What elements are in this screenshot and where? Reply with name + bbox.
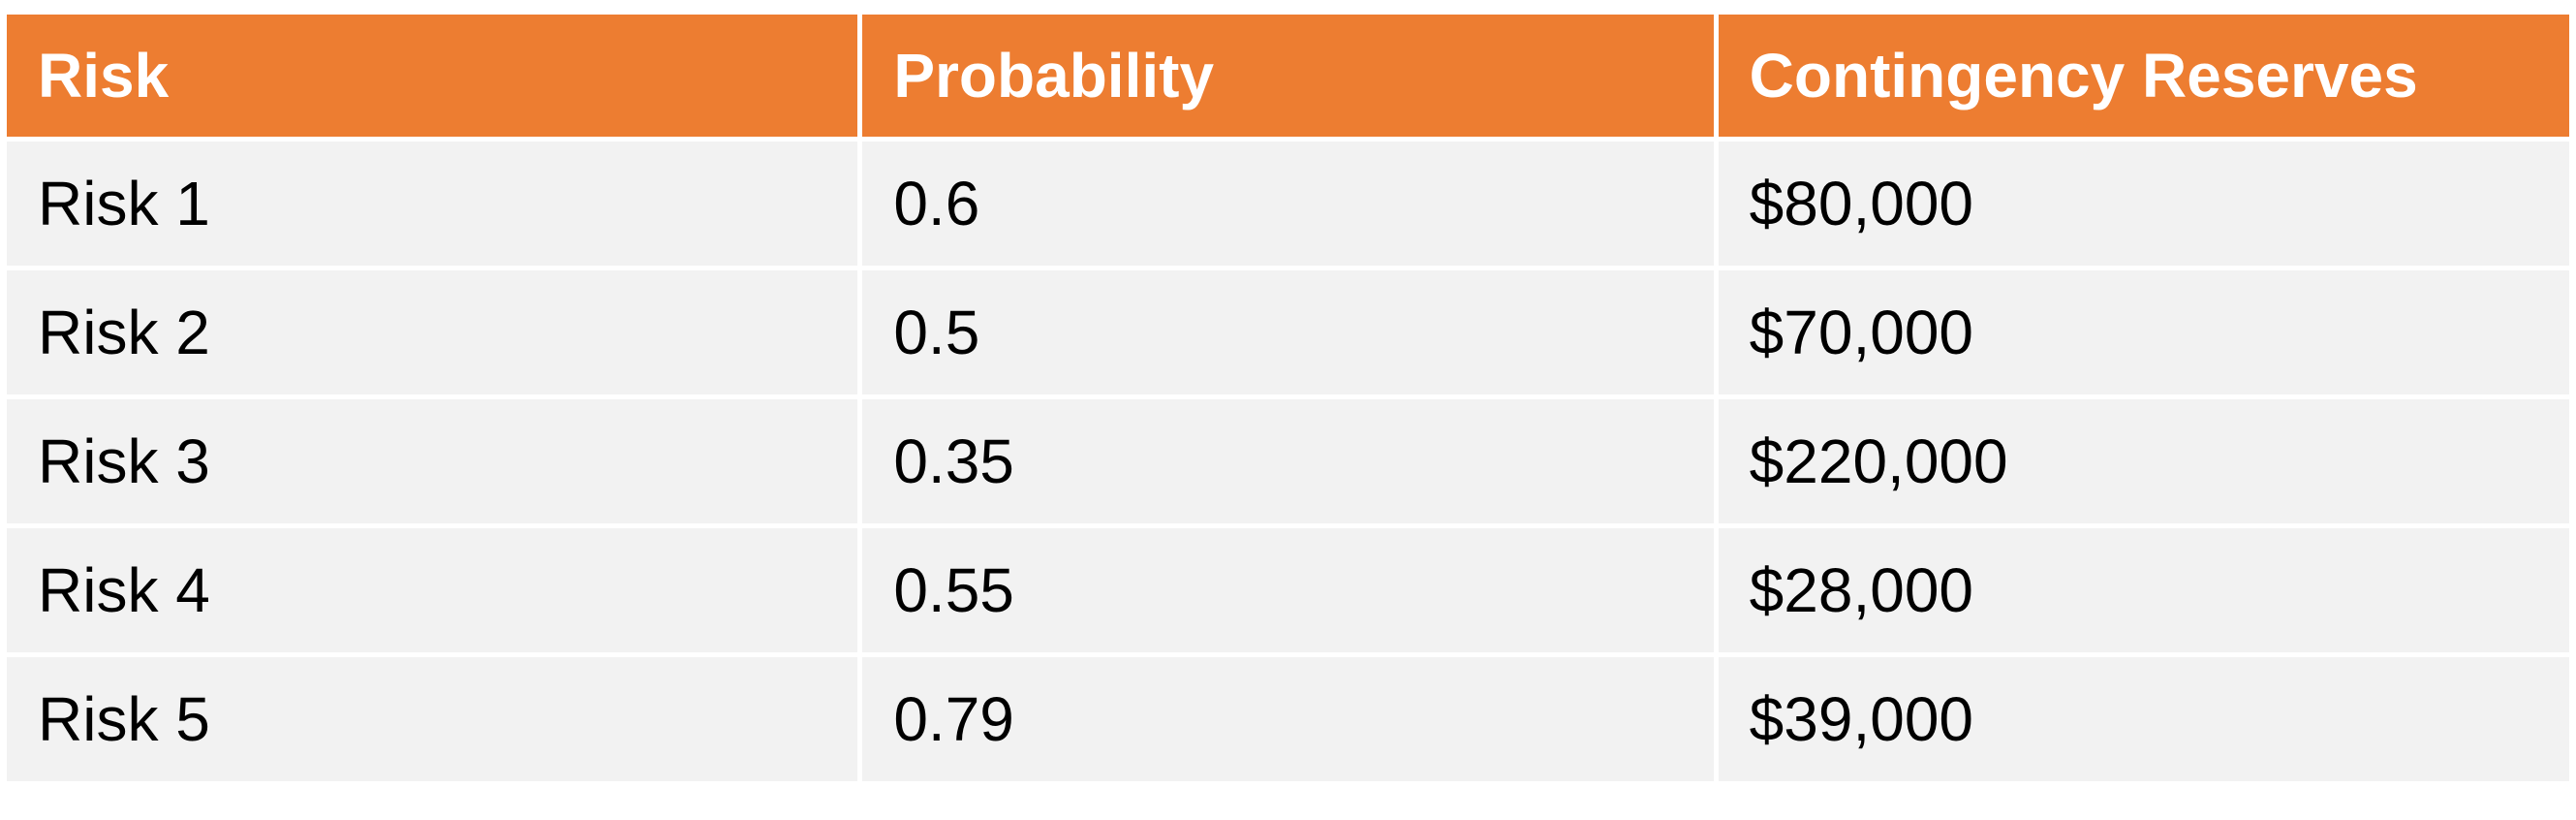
cell-risk: Risk 2	[7, 270, 858, 394]
cell-contingency-reserve: $39,000	[1718, 657, 2569, 781]
cell-probability: 0.5	[862, 270, 1714, 394]
risk-table: Risk Probability Contingency Reserves Ri…	[2, 10, 2574, 786]
cell-risk: Risk 3	[7, 399, 858, 523]
table-row: Risk 5 0.79 $39,000	[7, 657, 2569, 781]
table-row: Risk 1 0.6 $80,000	[7, 142, 2569, 266]
cell-contingency-reserve: $80,000	[1718, 142, 2569, 266]
table-row: Risk 2 0.5 $70,000	[7, 270, 2569, 394]
cell-probability: 0.35	[862, 399, 1714, 523]
cell-contingency-reserve: $70,000	[1718, 270, 2569, 394]
table-header-row: Risk Probability Contingency Reserves	[7, 15, 2569, 137]
cell-risk: Risk 5	[7, 657, 858, 781]
cell-contingency-reserve: $220,000	[1718, 399, 2569, 523]
header-risk: Risk	[7, 15, 858, 137]
cell-risk: Risk 1	[7, 142, 858, 266]
cell-probability: 0.6	[862, 142, 1714, 266]
table-row: Risk 4 0.55 $28,000	[7, 528, 2569, 652]
cell-probability: 0.79	[862, 657, 1714, 781]
header-contingency-reserves: Contingency Reserves	[1718, 15, 2569, 137]
cell-probability: 0.55	[862, 528, 1714, 652]
cell-risk: Risk 4	[7, 528, 858, 652]
table-row: Risk 3 0.35 $220,000	[7, 399, 2569, 523]
header-probability: Probability	[862, 15, 1714, 137]
cell-contingency-reserve: $28,000	[1718, 528, 2569, 652]
